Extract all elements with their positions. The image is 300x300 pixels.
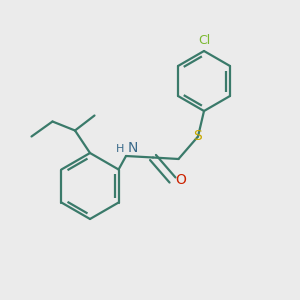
Text: N: N: [128, 140, 138, 154]
Text: S: S: [194, 130, 202, 143]
Text: Cl: Cl: [198, 34, 210, 46]
Text: O: O: [176, 173, 186, 187]
Text: H: H: [116, 145, 124, 154]
